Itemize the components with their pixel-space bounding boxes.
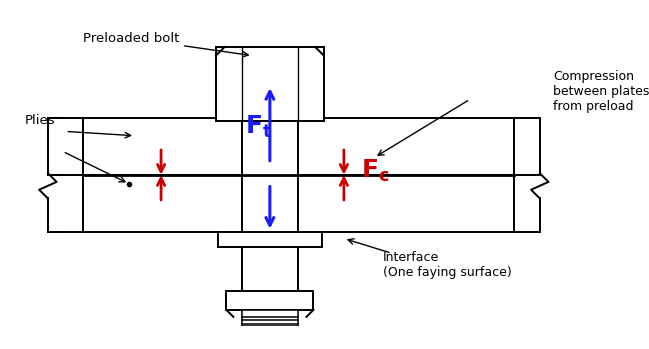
Bar: [82, 175, 513, 231]
Bar: [217, 231, 322, 247]
Text: Compression
between plates
from preload: Compression between plates from preload: [553, 70, 649, 113]
Text: $\mathbf{F_c}$: $\mathbf{F_c}$: [361, 157, 390, 184]
Bar: [242, 247, 298, 292]
Bar: [216, 47, 324, 121]
Text: Preloaded bolt: Preloaded bolt: [82, 32, 248, 57]
Bar: [227, 291, 313, 310]
Bar: [242, 121, 298, 236]
Bar: [82, 118, 513, 175]
Text: Interface
(One faying surface): Interface (One faying surface): [383, 251, 512, 279]
Bar: [242, 310, 298, 326]
Text: $\mathbf{F_t}$: $\mathbf{F_t}$: [245, 114, 272, 140]
Text: Plies: Plies: [25, 113, 55, 127]
